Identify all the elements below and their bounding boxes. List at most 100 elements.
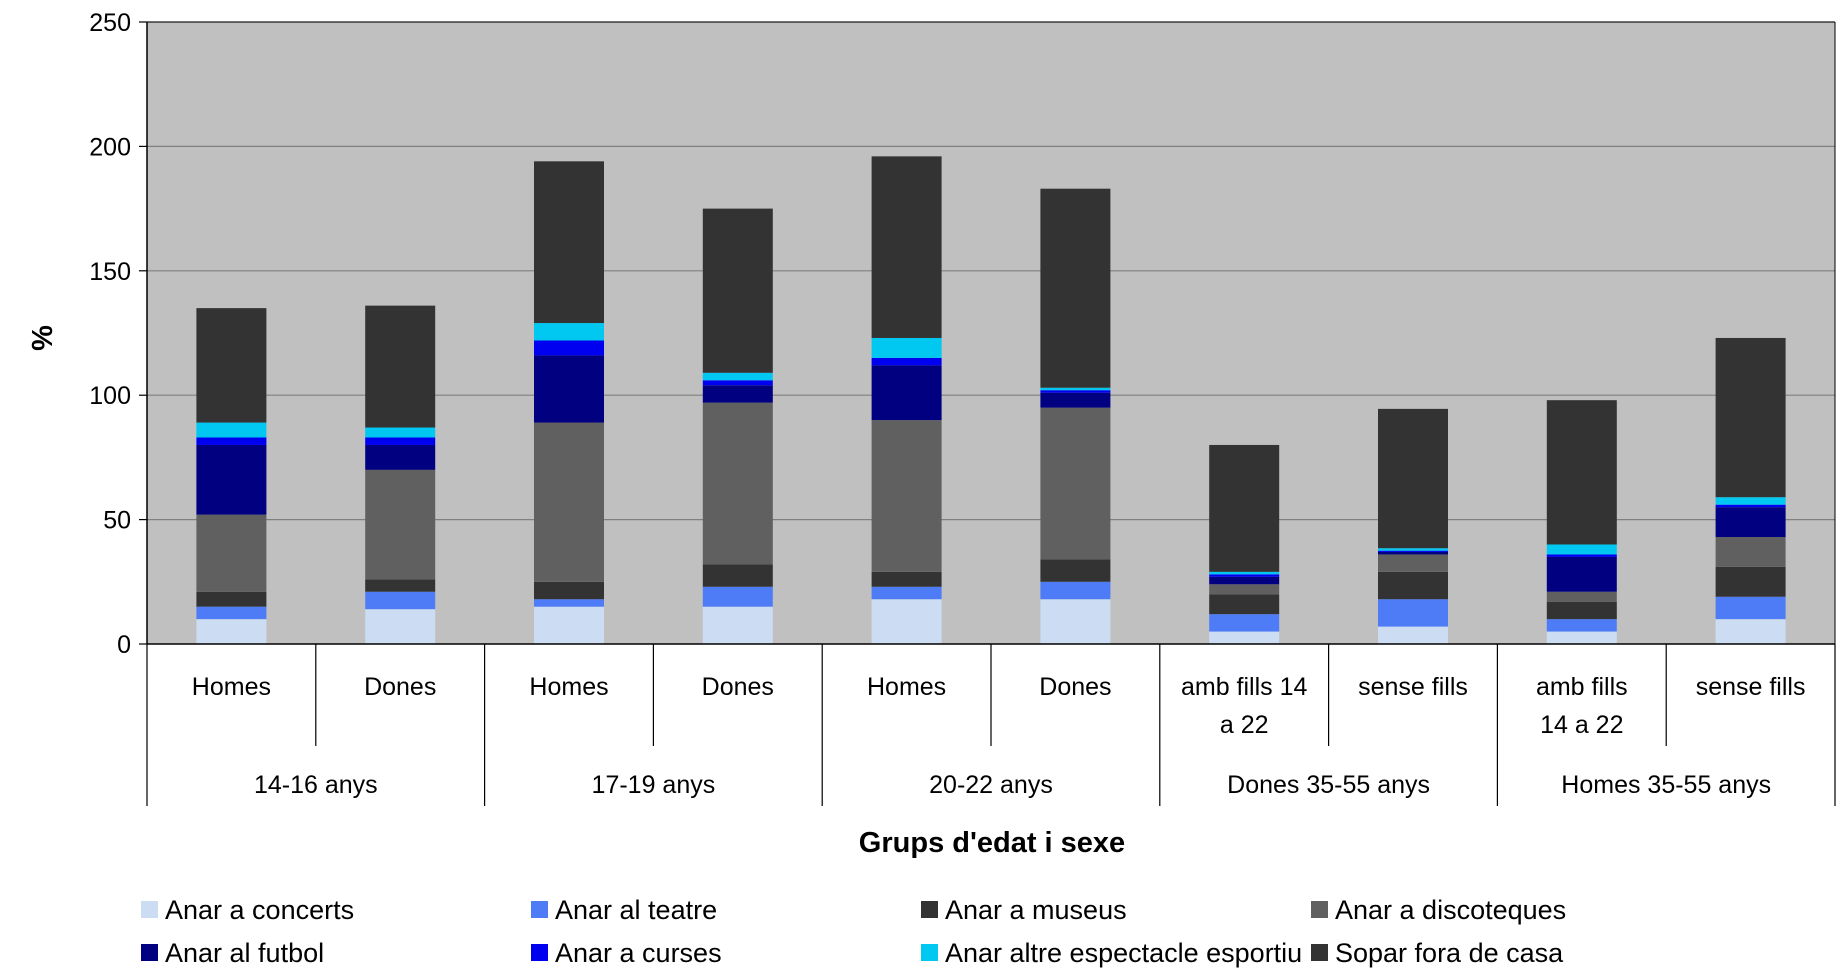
legend-item: Anar al futbol (141, 938, 324, 968)
bar-segment (1546, 556, 1617, 592)
bar-segment (196, 619, 267, 644)
bar-segment (702, 402, 773, 565)
bar-segment (1378, 550, 1448, 552)
legend-label: Anar al teatre (555, 895, 717, 925)
bar-segment (1040, 392, 1111, 408)
bar-segment (1040, 387, 1111, 391)
bar-segment (1209, 444, 1280, 572)
bar-segment (1378, 599, 1448, 627)
legend: Anar a concerts Anar al teatre Anar a muse… (141, 895, 1566, 968)
axes (146, 21, 1836, 806)
bar-segment (534, 161, 604, 324)
bar-segment (534, 581, 604, 600)
bar-segment (1715, 504, 1786, 508)
x-group-label: 17-19 anys (592, 771, 716, 799)
y-axis-title: % (27, 325, 59, 351)
bar-segment (1209, 571, 1280, 575)
bar-segment (702, 385, 773, 403)
legend-swatch (921, 901, 938, 918)
legend-swatch (141, 944, 158, 961)
bar-segment (1209, 574, 1280, 577)
legend-item: Anar al teatre (531, 895, 717, 925)
x-category-label: Homes (529, 673, 608, 701)
bar-segment (1715, 619, 1786, 644)
bar-segment (365, 305, 436, 428)
bar-segment (1040, 390, 1111, 393)
y-tick-label: 200 (89, 133, 131, 161)
bar-segment (871, 599, 942, 644)
y-tick-label: 150 (89, 258, 131, 286)
legend-swatch (921, 944, 938, 961)
legend-swatch (1311, 901, 1328, 918)
bar-segment (1209, 631, 1280, 644)
bar-segment (196, 444, 267, 515)
bar-segment (1378, 551, 1448, 555)
y-tick-label: 50 (103, 507, 131, 535)
bar-segment (196, 514, 267, 592)
x-category-label: Homes (192, 673, 271, 701)
legend-item: Sopar fora de casa (1311, 938, 1564, 968)
bar-segment (871, 586, 942, 600)
x-category-label: Dones (364, 673, 436, 701)
bar-segment (1040, 599, 1111, 644)
x-category-label: Homes (867, 673, 946, 701)
bar-segment (1378, 408, 1448, 549)
bar-segment (1378, 548, 1448, 551)
bar-segment (534, 340, 604, 356)
bar-segment (196, 422, 267, 438)
bar-segment (702, 208, 773, 373)
y-tick-label: 0 (117, 631, 131, 659)
bar-segment (196, 591, 267, 607)
bar-segment (1040, 581, 1111, 600)
bar-segment (196, 437, 267, 445)
legend-swatch (531, 944, 548, 961)
y-tick-label: 250 (89, 9, 131, 37)
bar-segment (1715, 337, 1786, 498)
x-group-label: 20-22 anys (929, 771, 1053, 799)
bar-segment (1040, 559, 1111, 582)
bar-segment (365, 427, 436, 438)
legend-swatch (1311, 944, 1328, 961)
x-category-label: 14 a 22 (1540, 711, 1623, 739)
bar-segment (1546, 631, 1617, 644)
bar-segment (1209, 584, 1280, 595)
bar-segment (534, 355, 604, 423)
bar-segment (702, 606, 773, 644)
bars (196, 156, 1786, 644)
bar-segment (1378, 571, 1448, 600)
bar-segment (1546, 554, 1617, 557)
bar-segment (871, 365, 942, 421)
bar-segment (871, 420, 942, 572)
x-category-label: sense fills (1358, 673, 1468, 701)
bar-segment (702, 380, 773, 386)
bar-segment (534, 606, 604, 644)
legend-item: Anar a concerts (141, 895, 354, 925)
bar-segment (1715, 507, 1786, 538)
bar-segment (365, 437, 436, 445)
bar-segment (702, 586, 773, 607)
bar-segment (1209, 614, 1280, 632)
bar-segment (871, 357, 942, 366)
bar-segment (196, 606, 267, 620)
bar-segment (1546, 619, 1617, 632)
bar-segment (1715, 497, 1786, 505)
x-category-label: amb fills (1536, 673, 1628, 701)
bar-segment (1378, 626, 1448, 644)
legend-item: Anar a curses (531, 938, 722, 968)
legend-item: Anar altre espectacle esportiu (921, 938, 1302, 968)
bar-segment (1546, 591, 1617, 602)
bar-segment (1209, 576, 1280, 585)
bar-segment (365, 579, 436, 592)
bar-segment (534, 422, 604, 582)
legend-label: Anar altre espectacle esportiu (945, 938, 1302, 968)
bar-segment (1715, 566, 1786, 597)
legend-swatch (141, 901, 158, 918)
x-category-label: Dones (1039, 673, 1111, 701)
x-group-label: 14-16 anys (254, 771, 378, 799)
bar-segment (365, 609, 436, 644)
bar-segment (1378, 554, 1448, 572)
legend-label: Anar a museus (945, 895, 1127, 925)
bar-segment (702, 564, 773, 587)
legend-item: Anar a discoteques (1311, 895, 1566, 925)
